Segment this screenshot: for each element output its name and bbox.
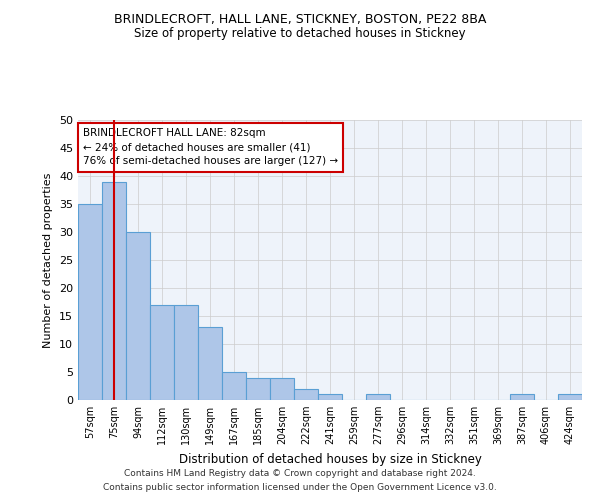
- Bar: [126, 232, 150, 400]
- Bar: [222, 372, 246, 400]
- Bar: [366, 394, 390, 400]
- Bar: [174, 305, 198, 400]
- Text: Size of property relative to detached houses in Stickney: Size of property relative to detached ho…: [134, 28, 466, 40]
- Bar: [102, 182, 126, 400]
- Text: BRINDLECROFT, HALL LANE, STICKNEY, BOSTON, PE22 8BA: BRINDLECROFT, HALL LANE, STICKNEY, BOSTO…: [114, 12, 486, 26]
- Bar: [246, 378, 270, 400]
- Bar: [270, 378, 294, 400]
- Text: Contains HM Land Registry data © Crown copyright and database right 2024.: Contains HM Land Registry data © Crown c…: [124, 468, 476, 477]
- Bar: [318, 394, 342, 400]
- Bar: [510, 394, 534, 400]
- Bar: [78, 204, 102, 400]
- Bar: [294, 389, 318, 400]
- Text: BRINDLECROFT HALL LANE: 82sqm
← 24% of detached houses are smaller (41)
76% of s: BRINDLECROFT HALL LANE: 82sqm ← 24% of d…: [83, 128, 338, 166]
- Bar: [198, 327, 222, 400]
- Text: Contains public sector information licensed under the Open Government Licence v3: Contains public sector information licen…: [103, 484, 497, 492]
- X-axis label: Distribution of detached houses by size in Stickney: Distribution of detached houses by size …: [179, 452, 481, 466]
- Bar: [558, 394, 582, 400]
- Bar: [150, 305, 174, 400]
- Y-axis label: Number of detached properties: Number of detached properties: [43, 172, 53, 348]
